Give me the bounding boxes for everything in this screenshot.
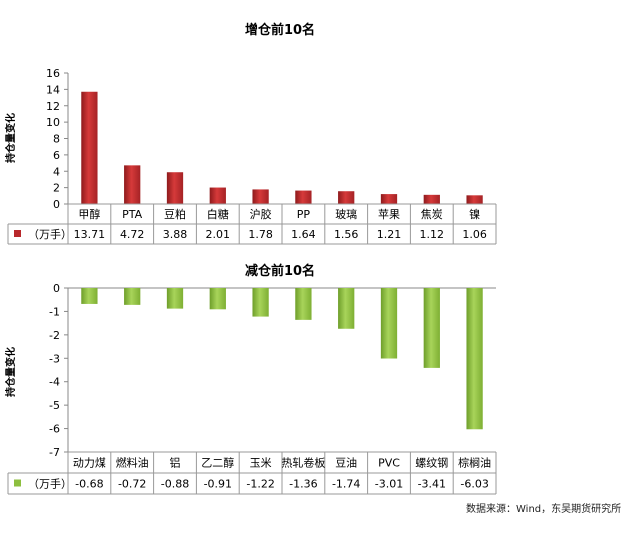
category-label: 玻璃 (335, 207, 357, 221)
category-label: 豆油 (335, 456, 357, 470)
bar (166, 172, 184, 204)
data-value-label: 1.64 (291, 228, 316, 241)
y-tick-label: 4 (53, 165, 60, 178)
bar (81, 288, 98, 304)
data-value-label: 1.21 (377, 228, 402, 241)
legend-swatch (14, 230, 21, 237)
data-value-label: -1.36 (289, 478, 317, 491)
data-value-label: -0.68 (75, 478, 103, 491)
y-tick-label: -7 (49, 446, 60, 459)
data-value-label: 4.72 (120, 228, 145, 241)
data-value-label: 2.01 (206, 228, 231, 241)
bar (380, 288, 398, 359)
data-value-label: 1.12 (420, 228, 445, 241)
bar (380, 194, 398, 204)
chart-title: 增仓前10名 (245, 22, 315, 38)
y-tick-label: 10 (46, 116, 60, 129)
y-axis-label: 持仓量变化 (4, 347, 17, 397)
legend-label: （万手） (28, 477, 72, 491)
category-label: 铝 (170, 456, 181, 470)
category-label: 苹果 (378, 207, 400, 221)
legend-label: （万手） (28, 227, 72, 241)
data-value-label: -6.03 (460, 478, 488, 491)
data-value-label: -3.01 (375, 478, 403, 491)
chart-title: 减仓前10名 (245, 263, 315, 279)
category-label: 棕榈油 (458, 456, 491, 470)
bar (295, 288, 312, 320)
y-tick-label: 2 (53, 182, 60, 195)
data-value-label: 1.06 (462, 228, 487, 241)
y-tick-label: -3 (49, 352, 60, 365)
category-label: 动力煤 (73, 457, 106, 470)
data-value-label: 3.88 (163, 228, 188, 241)
data-value-label: 1.78 (248, 228, 273, 241)
bar (338, 288, 355, 329)
bar (466, 195, 483, 204)
bar (124, 288, 141, 305)
bar (81, 91, 98, 204)
bar (209, 288, 226, 310)
data-value-label: -0.91 (204, 478, 232, 491)
bar (338, 191, 355, 204)
category-label: PTA (122, 208, 142, 221)
category-label: 镍 (469, 207, 480, 221)
category-label: 螺纹钢 (415, 456, 448, 470)
y-tick-label: 16 (46, 67, 60, 80)
category-label: 白糖 (207, 207, 229, 221)
bar (252, 288, 269, 317)
y-tick-label: 0 (53, 282, 60, 295)
data-value-label: 13.71 (74, 228, 106, 241)
bar (423, 288, 440, 368)
y-tick-label: -1 (49, 305, 60, 318)
y-tick-label: -4 (49, 376, 60, 389)
data-value-label: -1.74 (332, 478, 360, 491)
bar (124, 165, 141, 204)
bar (209, 187, 226, 204)
y-axis-label: 持仓量变化 (4, 113, 17, 163)
category-label: PP (297, 208, 311, 221)
legend-swatch (14, 479, 21, 487)
category-label: 豆粕 (164, 207, 186, 221)
y-tick-label: -2 (49, 329, 60, 342)
data-value-label: -1.22 (246, 478, 274, 491)
category-label: PVC (378, 457, 400, 470)
y-tick-label: 6 (53, 149, 60, 162)
data-value-label: -0.72 (118, 478, 146, 491)
data-value-label: 1.56 (334, 228, 359, 241)
category-label: 乙二醇 (201, 456, 234, 470)
category-label: 玉米 (250, 457, 272, 470)
category-label: 燃料油 (116, 456, 149, 470)
y-tick-label: 12 (46, 100, 60, 113)
bar (252, 189, 269, 204)
category-label: 沪胶 (250, 207, 272, 221)
y-tick-label: -5 (49, 399, 60, 412)
bar (295, 190, 312, 204)
bar (466, 288, 483, 430)
y-tick-label: 14 (46, 83, 60, 96)
data-value-label: -3.41 (418, 478, 446, 491)
y-tick-label: 8 (53, 133, 60, 146)
y-tick-label: -6 (49, 423, 60, 436)
data-source-note: 数据来源：Wind，东吴期货研究所 (466, 504, 622, 515)
y-tick-label: 0 (53, 198, 60, 211)
category-label: 甲醇 (78, 207, 100, 221)
category-label: 焦炭 (421, 208, 443, 221)
bar (166, 288, 184, 309)
bar (423, 194, 440, 204)
data-value-label: -0.88 (161, 478, 189, 491)
category-label: 热轧卷板 (281, 456, 325, 470)
